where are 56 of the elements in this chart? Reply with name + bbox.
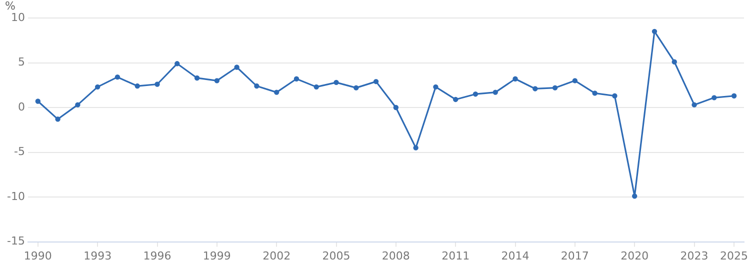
point	[692, 102, 697, 108]
point	[354, 85, 359, 90]
point	[532, 86, 538, 92]
point	[134, 83, 140, 89]
x-tick-label: 1993	[84, 249, 112, 262]
point	[55, 116, 60, 122]
x-tick-label: 2020	[620, 249, 649, 262]
y-tick-label: -10	[7, 190, 25, 203]
point	[35, 98, 41, 104]
point	[492, 90, 498, 95]
point	[413, 145, 418, 150]
y-tick-label: 0	[18, 100, 25, 114]
point	[712, 95, 717, 100]
point	[314, 84, 319, 90]
y-tick-label: 5	[18, 56, 25, 69]
y-tick-label: -5	[14, 145, 25, 158]
y-tick-label: 10	[10, 10, 25, 24]
x-tick-label: 2023	[680, 249, 708, 262]
point	[672, 59, 677, 64]
point	[612, 93, 618, 98]
x-tick-label: 2017	[560, 249, 589, 262]
point	[234, 64, 240, 70]
point	[373, 78, 379, 84]
x-tick-label: 2002	[262, 249, 291, 262]
point	[194, 75, 200, 81]
point	[512, 76, 518, 82]
point	[572, 78, 578, 84]
point	[94, 84, 100, 90]
point	[294, 76, 300, 82]
y-tick-label: -15	[7, 234, 25, 248]
point	[433, 84, 438, 90]
x-tick-label: 1999	[202, 249, 231, 262]
point	[214, 78, 220, 84]
point	[114, 74, 120, 80]
point	[472, 91, 478, 97]
y-axis-title: %	[5, 0, 16, 12]
point	[453, 96, 458, 102]
point	[731, 93, 737, 98]
x-tick-label: 2025	[720, 249, 748, 262]
point	[552, 85, 558, 90]
point	[174, 61, 180, 66]
point	[254, 83, 260, 89]
point	[334, 80, 339, 86]
point	[274, 90, 280, 95]
point	[632, 194, 638, 199]
x-tick-label: 1996	[143, 249, 172, 262]
point	[75, 102, 80, 108]
point	[393, 104, 399, 110]
x-tick-label: 2011	[442, 249, 470, 262]
x-tick-label: 2005	[322, 249, 350, 262]
point	[592, 90, 598, 96]
point	[652, 28, 658, 34]
point	[154, 82, 160, 87]
x-tick-label: 1990	[24, 249, 52, 262]
x-tick-label: 2008	[382, 249, 410, 262]
x-tick-label: 2014	[501, 249, 530, 262]
